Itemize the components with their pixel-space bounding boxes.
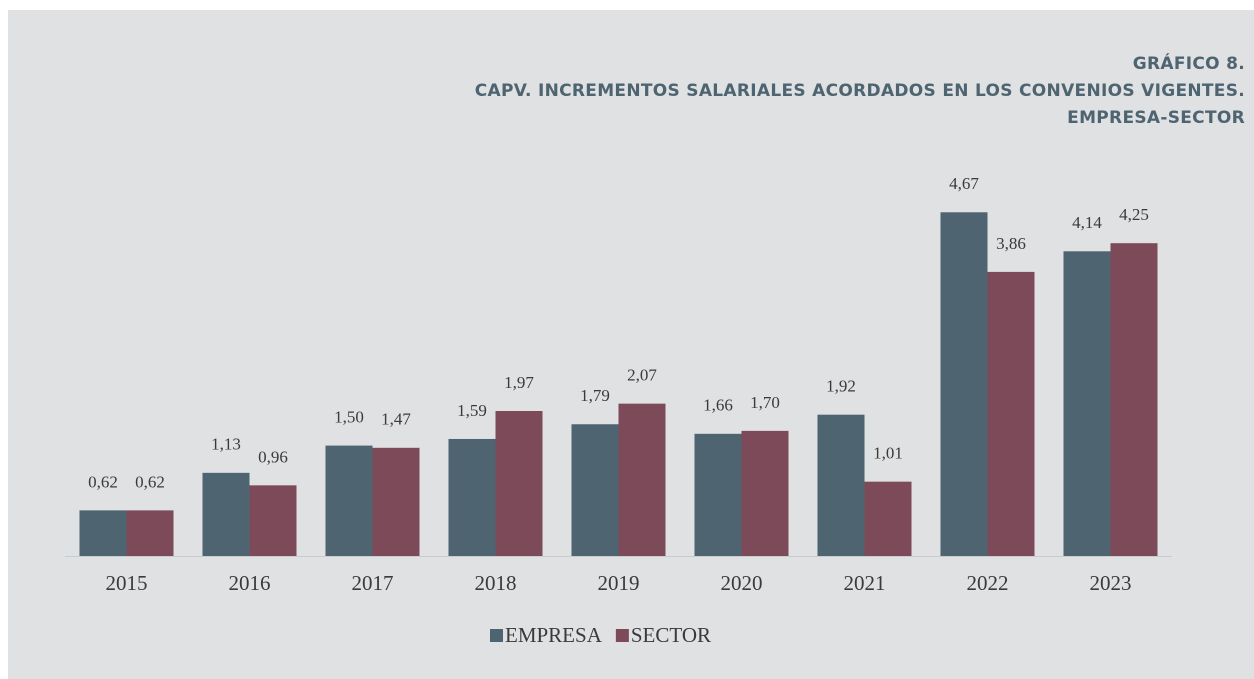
bar xyxy=(618,403,666,556)
data-label: 4,14 xyxy=(1072,213,1102,232)
data-label: 3,86 xyxy=(996,234,1026,253)
data-label: 1,59 xyxy=(457,401,487,420)
legend-label: EMPRESA xyxy=(505,623,603,647)
data-label: 1,92 xyxy=(826,377,856,396)
data-label: 1,97 xyxy=(504,373,534,392)
data-label: 2,07 xyxy=(627,366,657,385)
x-tick-label: 2018 xyxy=(475,571,517,595)
data-label: 1,47 xyxy=(381,410,411,429)
data-label: 1,13 xyxy=(211,435,241,454)
chart-title: GRÁFICO 8. xyxy=(1133,52,1245,74)
bar xyxy=(495,411,543,556)
bar xyxy=(940,212,988,556)
data-label: 0,96 xyxy=(258,447,288,466)
bar xyxy=(202,472,250,556)
panel xyxy=(8,10,1254,679)
bar xyxy=(448,438,496,556)
legend-swatch xyxy=(490,629,503,642)
bar xyxy=(571,424,619,556)
bar xyxy=(864,481,912,556)
data-label: 1,66 xyxy=(703,396,733,415)
bar xyxy=(817,414,865,556)
x-tick-label: 2023 xyxy=(1090,571,1132,595)
data-label: 4,25 xyxy=(1119,205,1149,224)
bar xyxy=(1110,243,1158,556)
bar xyxy=(325,445,373,556)
x-tick-label: 2020 xyxy=(721,571,763,595)
x-tick-label: 2019 xyxy=(598,571,640,595)
bar xyxy=(987,271,1035,556)
chart-subtitle: EMPRESA-SECTOR xyxy=(1067,108,1245,128)
data-label: 4,67 xyxy=(949,174,979,193)
chart-subtitle: CAPV. INCREMENTOS SALARIALES ACORDADOS E… xyxy=(475,81,1245,101)
data-label: 1,01 xyxy=(873,444,903,463)
x-tick-label: 2022 xyxy=(967,571,1009,595)
x-tick-label: 2016 xyxy=(229,571,271,595)
bar xyxy=(372,447,420,556)
data-label: 1,79 xyxy=(580,386,610,405)
data-label: 1,70 xyxy=(750,393,780,412)
bar xyxy=(741,430,789,556)
bar xyxy=(79,510,127,556)
bar xyxy=(126,510,174,556)
x-tick-label: 2015 xyxy=(106,571,148,595)
legend-swatch xyxy=(615,629,629,642)
x-tick-label: 2017 xyxy=(352,571,394,595)
bar xyxy=(694,433,742,556)
data-label: 0,62 xyxy=(135,472,165,491)
data-label: 1,50 xyxy=(334,408,364,427)
data-label: 0,62 xyxy=(88,472,118,491)
bar xyxy=(249,485,297,556)
bar xyxy=(1063,251,1111,556)
x-tick-label: 2021 xyxy=(844,571,886,595)
legend-label: SECTOR xyxy=(631,623,711,647)
